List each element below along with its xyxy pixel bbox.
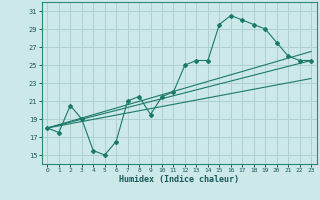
X-axis label: Humidex (Indice chaleur): Humidex (Indice chaleur) <box>119 175 239 184</box>
